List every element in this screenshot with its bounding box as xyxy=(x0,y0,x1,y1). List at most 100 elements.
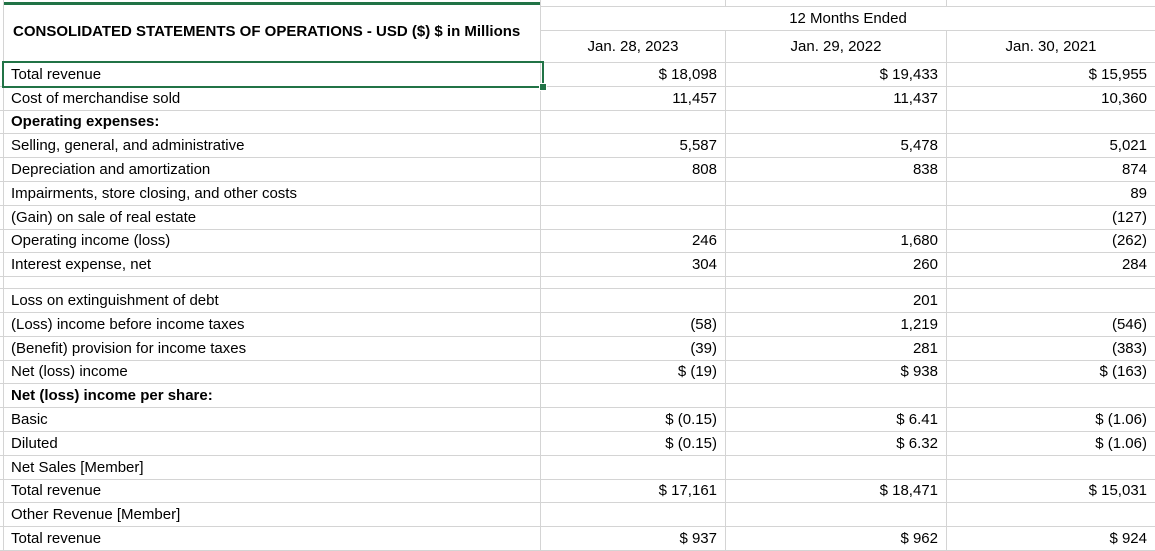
cell-value[interactable]: $ 6.32 xyxy=(726,431,947,455)
cell-value[interactable]: (546) xyxy=(1111,315,1147,333)
cell-value[interactable]: 10,360 xyxy=(1101,89,1147,107)
cell-value[interactable] xyxy=(541,277,726,289)
table-row: Other Revenue [Member] xyxy=(0,503,1155,528)
cell-value[interactable]: $ 18,098 xyxy=(541,63,726,86)
cell-value[interactable] xyxy=(947,111,1155,134)
period-label-cell[interactable]: 12 Months Ended xyxy=(541,7,1155,31)
date-header-cell[interactable]: Jan. 30, 2021 xyxy=(1005,38,1097,55)
cell-value[interactable] xyxy=(541,181,726,205)
cell-value[interactable]: $ 15,031 xyxy=(1088,482,1147,500)
cell-value[interactable]: $ (1.06) xyxy=(1095,434,1147,452)
date-header-cell[interactable]: Jan. 28, 2023 xyxy=(541,31,726,62)
statement-title-cell[interactable]: CONSOLIDATED STATEMENTS OF OPERATIONS - … xyxy=(4,0,541,63)
cell-value[interactable]: (262) xyxy=(1111,232,1147,250)
row-label[interactable]: Other Revenue [Member] xyxy=(4,503,541,527)
cell-value[interactable]: 11,437 xyxy=(726,86,947,110)
cell-value[interactable]: 1,680 xyxy=(726,229,947,253)
cell-value[interactable] xyxy=(541,289,726,312)
cell-value[interactable]: 11,457 xyxy=(541,86,726,110)
row-label[interactable]: Depreciation and amortization xyxy=(4,158,541,181)
cell-value[interactable] xyxy=(726,277,947,289)
row-label[interactable]: Net (loss) income per share: xyxy=(4,384,541,408)
row-label[interactable]: (Loss) income before income taxes xyxy=(4,312,541,336)
cell-value[interactable] xyxy=(541,110,726,134)
row-label[interactable]: Operating expenses: xyxy=(4,110,541,134)
cell-value[interactable] xyxy=(541,503,726,527)
cell-value[interactable] xyxy=(726,181,947,205)
cell-value[interactable] xyxy=(947,289,1155,312)
row-label[interactable]: Loss on extinguishment of debt xyxy=(4,289,541,312)
cell-value[interactable]: 838 xyxy=(726,158,947,181)
cell-value[interactable] xyxy=(947,456,1155,479)
cell-value[interactable]: (383) xyxy=(1111,339,1147,357)
row-label[interactable]: Cost of merchandise sold xyxy=(4,86,541,110)
row-label[interactable]: Diluted xyxy=(4,431,541,455)
cell-value[interactable]: $ (0.15) xyxy=(541,408,726,431)
cell-value[interactable]: 304 xyxy=(541,253,726,277)
cell-value[interactable]: (58) xyxy=(541,312,726,336)
row-label[interactable]: (Benefit) provision for income taxes xyxy=(4,336,541,360)
cell-value[interactable]: $ (0.15) xyxy=(541,431,726,455)
row-label[interactable]: Basic xyxy=(4,408,541,431)
cell-value[interactable] xyxy=(541,205,726,229)
cell-value[interactable]: 1,219 xyxy=(726,312,947,336)
cell-value[interactable]: $ 19,433 xyxy=(726,63,947,86)
cell-value[interactable] xyxy=(541,384,726,408)
cell-value[interactable]: $ 18,471 xyxy=(726,479,947,503)
row-label[interactable]: Interest expense, net xyxy=(4,253,541,277)
cell-value[interactable]: $ 962 xyxy=(726,527,947,550)
date-header-cell[interactable]: Jan. 29, 2022 xyxy=(726,31,947,62)
row-label[interactable]: Total revenue xyxy=(4,479,541,503)
cell-value[interactable]: 5,021 xyxy=(1109,137,1147,155)
table-row: (Loss) income before income taxes (58) 1… xyxy=(0,312,1155,337)
row-label[interactable]: (Gain) on sale of real estate xyxy=(4,205,541,229)
row-label[interactable]: Operating income (loss) xyxy=(4,229,541,253)
cell-value[interactable]: 260 xyxy=(726,253,947,277)
row-label[interactable]: Impairments, store closing, and other co… xyxy=(4,181,541,205)
cell-value[interactable]: 281 xyxy=(726,336,947,360)
cell-value[interactable]: $ 15,955 xyxy=(1088,65,1147,83)
cell-value[interactable] xyxy=(726,503,947,527)
table-row: (Gain) on sale of real estate (127) xyxy=(0,205,1155,230)
cell-value[interactable] xyxy=(726,384,947,408)
cell-value[interactable]: 5,587 xyxy=(541,134,726,158)
cell-value[interactable]: 874 xyxy=(1121,161,1147,179)
cell-value[interactable]: $ (1.06) xyxy=(1095,411,1147,429)
cell-value[interactable] xyxy=(541,455,726,479)
row-label[interactable]: Total revenue xyxy=(4,63,541,86)
table-row: Net Sales [Member] xyxy=(0,455,1155,480)
cell-value[interactable]: 89 xyxy=(1130,184,1147,202)
cell-value[interactable]: $ 937 xyxy=(541,527,726,550)
table-row: Selling, general, and administrative 5,5… xyxy=(0,134,1155,159)
fill-handle[interactable] xyxy=(539,83,547,91)
cell-value[interactable]: (127) xyxy=(1111,208,1147,226)
row-label[interactable]: Net Sales [Member] xyxy=(4,455,541,479)
gridline-spacer xyxy=(0,205,4,229)
cell-value[interactable]: $ (163) xyxy=(1099,363,1147,381)
row-label[interactable]: Net (loss) income xyxy=(4,360,541,384)
cell-value[interactable] xyxy=(726,205,947,229)
row-label[interactable] xyxy=(4,277,541,289)
cell-value[interactable]: $ 17,161 xyxy=(541,479,726,503)
cell-value[interactable]: 246 xyxy=(541,229,726,253)
cell-value[interactable]: 284 xyxy=(1121,256,1147,274)
cell-value[interactable] xyxy=(947,503,1155,526)
cell-value[interactable]: $ 938 xyxy=(726,360,947,384)
cell-value[interactable]: (39) xyxy=(541,336,726,360)
row-label[interactable]: Selling, general, and administrative xyxy=(4,134,541,158)
cell-value[interactable]: 201 xyxy=(726,289,947,312)
cell-value[interactable] xyxy=(726,110,947,134)
gridline-spacer xyxy=(0,312,4,336)
gridline-spacer xyxy=(0,86,4,110)
cell-value[interactable] xyxy=(947,384,1155,407)
cell-value[interactable]: $ (19) xyxy=(541,360,726,384)
row-label[interactable]: Total revenue xyxy=(4,527,541,550)
table-row: Interest expense, net 304 260 284 xyxy=(0,253,1155,278)
cell-value[interactable]: $ 6.41 xyxy=(726,408,947,431)
cell-value[interactable]: 808 xyxy=(541,158,726,181)
cell-value[interactable]: 5,478 xyxy=(726,134,947,158)
cell-value[interactable] xyxy=(726,455,947,479)
cell-value[interactable] xyxy=(947,277,1155,288)
cell-value[interactable]: $ 924 xyxy=(1109,530,1147,548)
table-row: Total revenue $ 937 $ 962 $ 924 xyxy=(0,527,1155,551)
